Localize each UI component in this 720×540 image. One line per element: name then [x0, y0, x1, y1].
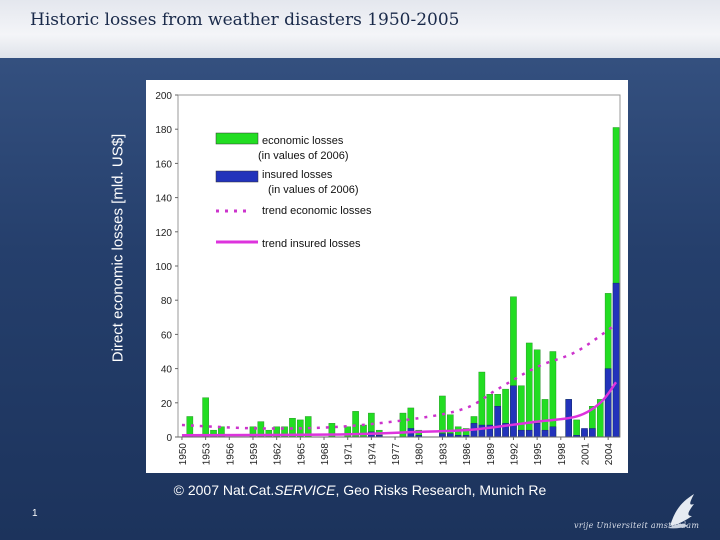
griffin-wing-shape — [670, 494, 694, 526]
y-tick-label-100: 100 — [155, 262, 172, 273]
legend-trend-economic-label: trend economic losses — [262, 205, 372, 217]
bar-insured-1990 — [494, 406, 501, 438]
bar-economic-1993 — [518, 385, 525, 438]
legend-economic-label-2: (in values of 2006) — [258, 150, 349, 162]
legend-insured-swatch — [215, 170, 259, 183]
y-tick-label-60: 60 — [161, 330, 173, 341]
bar-economic-2000 — [573, 419, 580, 438]
bar-insured-1993 — [518, 429, 525, 438]
bars-group — [186, 127, 620, 438]
y-tick-label-40: 40 — [161, 365, 173, 376]
y-tick-label-160: 160 — [155, 159, 172, 170]
y-tick-label-140: 140 — [155, 194, 172, 205]
credit-prefix: © 2007 Nat.Cat. — [173, 482, 275, 498]
y-tick-label-0: 0 — [166, 433, 172, 444]
legend-insured-label-2: (in values of 2006) — [268, 184, 359, 196]
x-tick-label-1968: 1968 — [320, 443, 331, 466]
slide-title: Historic losses from weather disasters 1… — [30, 10, 460, 30]
slide-header: Historic losses from weather disasters 1… — [0, 0, 720, 58]
x-tick-label-1989: 1989 — [486, 443, 497, 466]
page-number: 1 — [32, 508, 38, 519]
x-tick-label-1953: 1953 — [202, 443, 213, 466]
trends-group — [181, 323, 618, 437]
chart-panel: 0 20 40 60 80 100 120 140 160 180 200 1950 1953 1956 1… — [146, 80, 628, 473]
bar-insured-1995 — [533, 423, 541, 438]
x-tick-label-1986: 1986 — [462, 443, 473, 466]
bar-insured-1994 — [525, 429, 533, 438]
bar-insured-1983 — [439, 433, 446, 438]
bar-insured-2005 — [612, 282, 620, 438]
x-tick-label-1965: 1965 — [296, 443, 307, 466]
y-tick-label-120: 120 — [155, 228, 172, 239]
y-axis-label: Direct economic losses [mld. US$] — [109, 133, 127, 363]
x-tick-label-1995: 1995 — [533, 443, 544, 466]
x-tick-label-1983: 1983 — [438, 443, 449, 466]
trend-insured-line — [181, 381, 618, 437]
credit-service: SERVICE — [274, 482, 336, 498]
plot-area — [177, 94, 621, 438]
x-tick-label-1962: 1962 — [273, 443, 284, 466]
x-tick-label-1998: 1998 — [557, 443, 568, 466]
bar-insured-1997 — [549, 426, 557, 438]
loss-chart: 0 20 40 60 80 100 120 140 160 180 200 1950 1953 1956 1… — [155, 91, 621, 465]
x-tick-label-1956: 1956 — [225, 443, 236, 466]
x-tick-label-1974: 1974 — [367, 443, 378, 466]
university-logo-text: vrije Universiteit amsterdam — [574, 521, 700, 530]
x-tick-label-1977: 1977 — [391, 443, 402, 466]
credit-line: © 2007 Nat.Cat.SERVICE, Geo Risks Resear… — [0, 482, 720, 498]
bar-insured-1996 — [541, 429, 549, 438]
credit-suffix: , Geo Risks Research, Munich Re — [335, 482, 547, 498]
x-tick-label-2001: 2001 — [580, 443, 591, 466]
legend-economic-swatch — [215, 132, 259, 145]
griffin-body-shape — [668, 523, 688, 529]
bar-insured-2002 — [589, 428, 596, 438]
y-tick-label-180: 180 — [155, 125, 172, 136]
y-tick-label-20: 20 — [161, 399, 173, 410]
bar-economic-1953 — [202, 397, 209, 438]
x-tick-label-1980: 1980 — [415, 443, 426, 466]
bar-insured-1988 — [478, 424, 486, 438]
bar-insured-1984 — [447, 433, 454, 438]
bar-insured-2004 — [604, 368, 612, 438]
y-tick-label-200: 200 — [155, 91, 172, 102]
y-tick-label-80: 80 — [161, 296, 173, 307]
bar-economic-1997 — [549, 351, 557, 438]
legend-insured-label-1: insured losses — [262, 169, 333, 181]
x-tick-label-1950: 1950 — [178, 443, 189, 466]
bar-insured-2001 — [581, 428, 588, 438]
x-tick-label-1971: 1971 — [344, 443, 355, 466]
legend-economic-label-1: economic losses — [262, 135, 344, 147]
griffin-logo-icon — [668, 494, 694, 529]
x-tick-label-2004: 2004 — [604, 443, 615, 466]
x-tick-label-1992: 1992 — [509, 443, 520, 466]
x-tick-label-1959: 1959 — [249, 443, 260, 466]
axes-group: 0 20 40 60 80 100 120 140 160 180 200 1950 1953 1956 1… — [155, 91, 620, 465]
bar-insured-1992 — [510, 385, 517, 438]
legend-trend-insured-label: trend insured losses — [262, 238, 361, 250]
legend: economic losses (in values of 2006) insu… — [215, 132, 372, 250]
